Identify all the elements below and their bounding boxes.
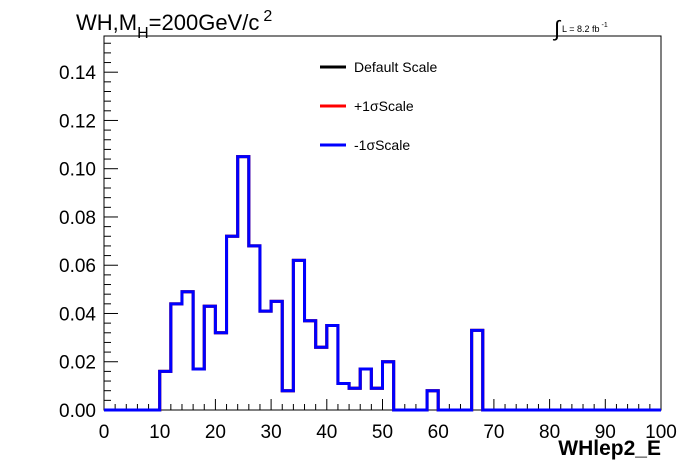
- y-tick-label: 0.12: [59, 111, 96, 132]
- x-tick-label: 70: [483, 422, 504, 443]
- legend-label: Default Scale: [354, 59, 437, 75]
- x-tick-label: 40: [316, 422, 337, 443]
- x-tick-label: 80: [539, 422, 560, 443]
- title-subscript: H: [137, 25, 149, 42]
- lumi-label: ∫ L = 8.2 fb -1: [552, 16, 608, 41]
- lumi-text: L = 8.2 fb: [562, 24, 599, 34]
- y-tick-label: 0.00: [59, 401, 96, 422]
- y-tick-label: 0.04: [59, 304, 96, 325]
- lumi-superscript: -1: [601, 22, 607, 29]
- y-tick-label: 0.14: [59, 63, 96, 84]
- x-tick-label: 0: [99, 422, 110, 443]
- x-tick-label: 90: [595, 422, 616, 443]
- lumi-integral: ∫: [552, 16, 562, 41]
- title-prefix: WH,M: [76, 10, 137, 35]
- legend: Default Scale +1σScale -1σScale: [320, 59, 437, 153]
- y-tick-label: 0.08: [59, 208, 96, 229]
- series-layer: [104, 155, 661, 412]
- tick-labels: 0 10 20 30 40 50 60 70 80 90 100 0.00 0.02 0.04 0.06 0.…: [59, 63, 677, 443]
- y-tick-label: 0.10: [59, 160, 96, 181]
- x-tick-label: 20: [205, 422, 226, 443]
- x-tick-label: 60: [428, 422, 449, 443]
- x-axis-label: WHlep2_E: [558, 437, 661, 460]
- title-superscript: 2: [263, 8, 272, 25]
- legend-label: +1σScale: [354, 98, 414, 114]
- x-tick-label: 10: [149, 422, 170, 443]
- x-tick-label: 50: [372, 422, 393, 443]
- title-middle: =200GeV/c: [149, 10, 260, 35]
- legend-label: -1σScale: [354, 137, 410, 153]
- y-tick-label: 0.06: [59, 256, 96, 277]
- x-tick-label: 100: [645, 422, 677, 443]
- x-tick-label: 30: [261, 422, 282, 443]
- histogram-series-line: [104, 155, 661, 412]
- y-tick-label: 0.02: [59, 353, 96, 374]
- chart-title: WH,MH=200GeV/c 2: [76, 8, 272, 42]
